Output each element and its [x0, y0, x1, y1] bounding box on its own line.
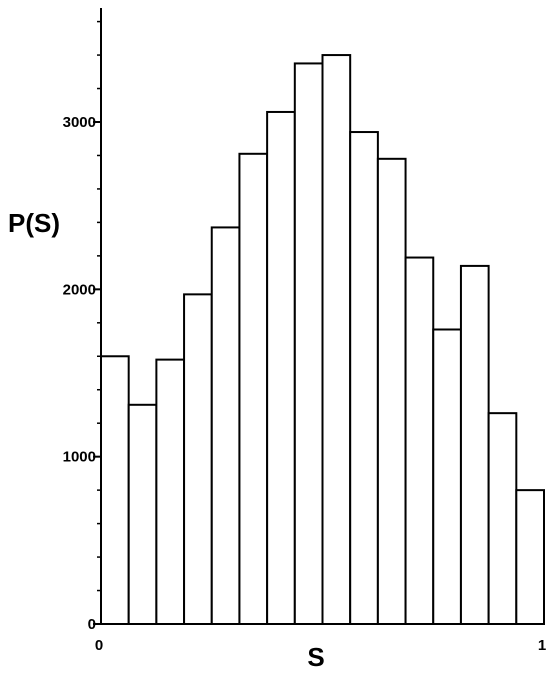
y-tick-label: 2000	[63, 281, 96, 298]
histogram-bar	[100, 355, 130, 625]
y-major-ticks: 0 1000 2000 3000	[63, 114, 101, 633]
histogram-bar	[321, 54, 352, 626]
y-tick-label: 0	[88, 616, 96, 633]
x-axis-title: S	[307, 642, 324, 672]
y-tick-label: 3000	[63, 114, 96, 131]
histogram-bar	[293, 62, 324, 625]
bars-group	[100, 54, 545, 626]
x-tick-label: 1	[538, 637, 546, 654]
histogram-bar	[155, 358, 186, 625]
histogram-bar	[515, 489, 545, 625]
histogram-bar	[404, 256, 435, 625]
histogram-bar	[183, 293, 213, 625]
histogram-bar	[459, 264, 490, 625]
histogram-bar	[349, 131, 379, 625]
histogram-bar	[238, 152, 269, 625]
histogram-bar	[432, 328, 462, 625]
histogram-bar	[266, 110, 296, 625]
histogram-bar	[210, 226, 241, 625]
y-tick-label: 1000	[63, 449, 96, 466]
histogram-bar	[376, 157, 407, 626]
histogram-bar	[127, 403, 158, 625]
y-minor-ticks	[97, 20, 101, 592]
y-axis-title: P(S)	[8, 208, 60, 238]
x-tick-label: 0	[95, 637, 103, 654]
histogram-bar	[487, 412, 518, 625]
